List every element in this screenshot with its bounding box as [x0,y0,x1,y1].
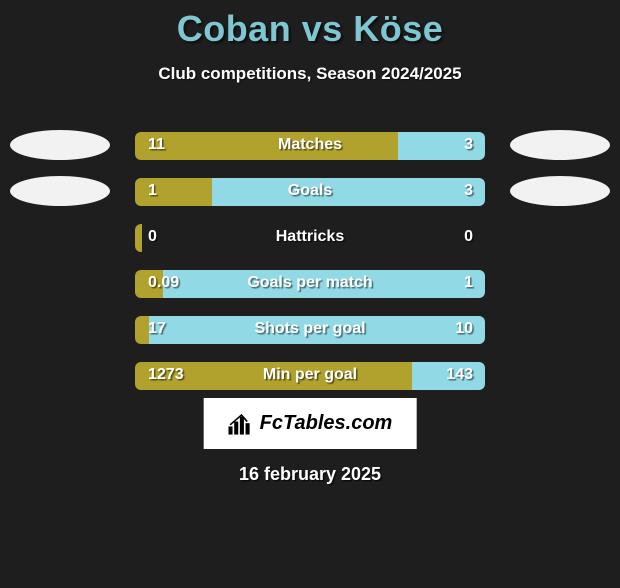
branding-text: FcTables.com [260,412,393,435]
comparison-chart: 113Matches13Goals00Hattricks0.091Goals p… [0,128,620,404]
stat-label: Shots per goal [135,320,485,338]
stat-row: 00Hattricks [0,220,620,266]
subtitle: Club competitions, Season 2024/2025 [0,64,620,84]
stat-label: Matches [135,136,485,154]
stat-row: 0.091Goals per match [0,266,620,312]
bars-icon [228,413,254,435]
stat-label: Goals per match [135,274,485,292]
stat-label: Goals [135,182,485,200]
player-oval [10,130,110,160]
stat-label: Hattricks [135,228,485,246]
player-oval [510,176,610,206]
player-oval [10,176,110,206]
page-title: Coban vs Köse [0,8,620,50]
branding-badge: FcTables.com [204,398,417,449]
stat-label: Min per goal [135,366,485,384]
player-oval [510,130,610,160]
stat-row: 1710Shots per goal [0,312,620,358]
date-text: 16 february 2025 [0,464,620,485]
